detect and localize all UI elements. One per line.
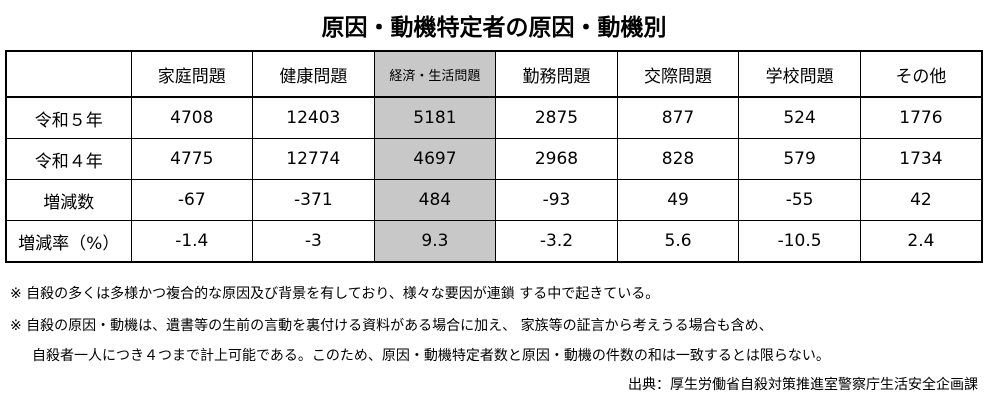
row: 増減率（%） -1.4 -3 9.3 -3.2 5.6 -10.5 2.4: [5, 220, 983, 263]
cell: 2.4: [859, 220, 983, 263]
row: 令和４年 4775 12774 4697 2968 828 579 1734: [5, 138, 983, 180]
cell: -55: [738, 179, 861, 221]
cell: -93: [495, 179, 618, 221]
cell: 4697: [373, 138, 497, 180]
row: 増減数 -67 -371 484 -93 49 -55 42: [5, 179, 983, 221]
header-cell: 家庭問題: [130, 50, 254, 98]
cell: 2968: [495, 138, 618, 180]
cell: 484: [373, 179, 497, 221]
cell: 4708: [130, 96, 254, 139]
cell: 1734: [859, 138, 983, 180]
cell: 12774: [252, 138, 375, 180]
row-label: 令和５年: [5, 96, 132, 139]
note: ※ 自殺の原因・動機は、遺書等の生前の言動を裏付ける資料がある場合に加え、 家族…: [10, 318, 773, 334]
cell: -10.5: [738, 220, 861, 263]
cell: -1.4: [130, 220, 254, 263]
note: ※ 自殺の多くは多様かつ複合的な原因及び背景を有しており、様々な要因が連鎖 する…: [10, 286, 660, 302]
cell: 5.6: [616, 220, 740, 263]
header-cell: 交際問題: [616, 50, 740, 98]
cell: 579: [738, 138, 861, 180]
cell: -3: [252, 220, 375, 263]
cell: 524: [738, 96, 861, 139]
cell: -371: [252, 179, 375, 221]
cell: -3.2: [495, 220, 618, 263]
note: 自殺者一人につき４つまで計上可能である。このため、原因・動機特定者数と原因・動機…: [32, 348, 830, 364]
header-cell: 勤務問題: [495, 50, 618, 98]
cell: 49: [616, 179, 740, 221]
cell: -67: [130, 179, 254, 221]
header-cell: 学校問題: [738, 50, 861, 98]
row-label: 増減率（%）: [5, 220, 132, 263]
header-cell: 健康問題: [252, 50, 375, 98]
table: 家庭問題 健康問題 経済・生活問題 勤務問題 交際問題 学校問題 その他 令和５年 4708 12…: [5, 50, 983, 263]
source: 出典：厚生労働省自殺対策推進室警察庁生活安全企画課: [628, 377, 978, 393]
corner-cell: [5, 50, 132, 98]
cell: 828: [616, 138, 740, 180]
row-label: 令和４年: [5, 138, 132, 180]
cell: 877: [616, 96, 740, 139]
cell: 5181: [373, 96, 497, 139]
cell: 2875: [495, 96, 618, 139]
cell: 42: [859, 179, 983, 221]
cell: 9.3: [373, 220, 497, 263]
header-cell: その他: [859, 50, 983, 98]
cell: 12403: [252, 96, 375, 139]
title: 原因・動機特定者の原因・動機別: [321, 15, 667, 41]
cell: 4775: [130, 138, 254, 180]
row: 令和５年 4708 12403 5181 2875 877 524 1776: [5, 96, 983, 139]
header-row: 家庭問題 健康問題 経済・生活問題 勤務問題 交際問題 学校問題 その他: [5, 50, 983, 98]
cell: 1776: [859, 96, 983, 139]
header-cell: 経済・生活問題: [373, 50, 497, 98]
row-label: 増減数: [5, 179, 132, 221]
